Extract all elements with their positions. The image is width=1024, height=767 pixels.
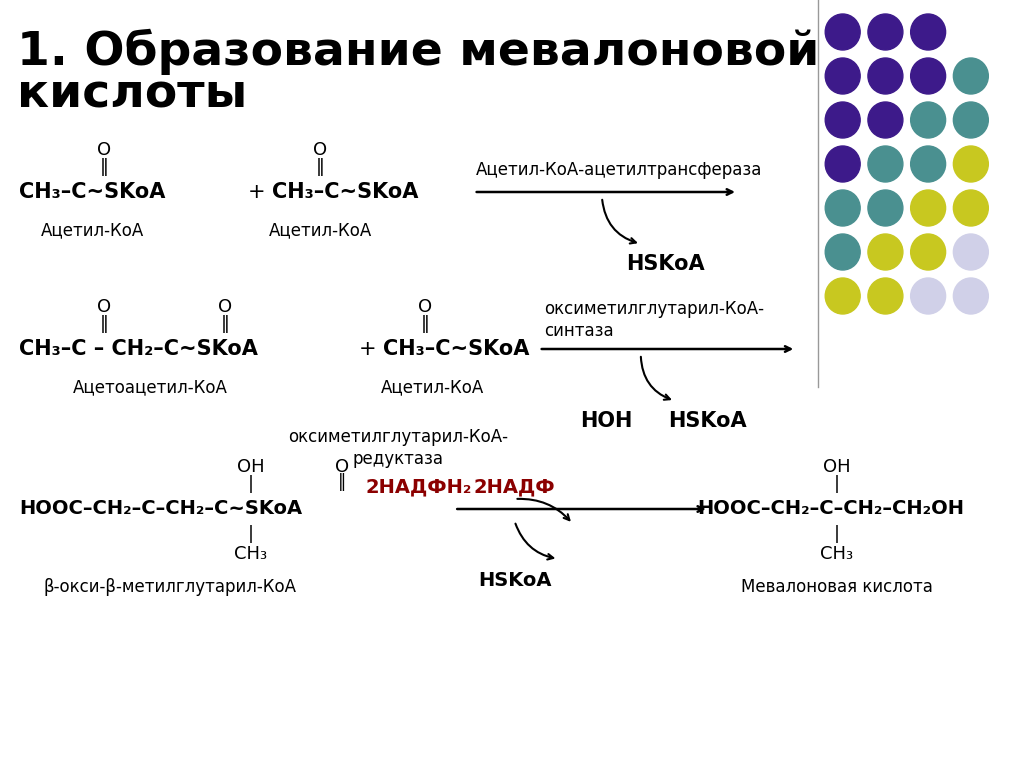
Circle shape — [825, 102, 860, 138]
Circle shape — [868, 234, 903, 270]
Text: CH₃–C – CH₂–C~SKoA: CH₃–C – CH₂–C~SKoA — [19, 339, 258, 359]
Circle shape — [910, 278, 945, 314]
Circle shape — [825, 234, 860, 270]
Text: β-окси-β-метилглутарил-КоА: β-окси-β-метилглутарил-КоА — [43, 578, 296, 596]
Circle shape — [996, 190, 1024, 226]
Text: Мевалоновая кислота: Мевалоновая кислота — [741, 578, 933, 596]
Text: ‖: ‖ — [338, 473, 346, 491]
Circle shape — [953, 102, 988, 138]
Text: Ацетил-КоА: Ацетил-КоА — [268, 221, 372, 239]
Text: ‖: ‖ — [315, 158, 325, 176]
Text: оксиметилглутарил-КоА-: оксиметилглутарил-КоА- — [544, 300, 764, 318]
Text: ‖: ‖ — [421, 315, 430, 333]
Text: HOH: HOH — [581, 411, 633, 431]
Text: OH: OH — [237, 458, 264, 476]
Text: |: | — [248, 475, 254, 493]
Text: O: O — [97, 141, 111, 159]
Circle shape — [868, 102, 903, 138]
Text: Ацетил-КоА: Ацетил-КоА — [380, 378, 483, 396]
Circle shape — [953, 146, 988, 182]
Text: ‖: ‖ — [221, 315, 229, 333]
Text: +: + — [248, 182, 265, 202]
Text: Ацетоацетил-КоА: Ацетоацетил-КоА — [73, 378, 228, 396]
Text: |: | — [834, 525, 840, 543]
Text: O: O — [418, 298, 432, 316]
Circle shape — [825, 278, 860, 314]
Text: HSKoA: HSKoA — [627, 254, 705, 274]
Circle shape — [868, 58, 903, 94]
Text: O: O — [335, 458, 349, 476]
Text: CH₃–C~SKoA: CH₃–C~SKoA — [271, 182, 418, 202]
Text: O: O — [218, 298, 232, 316]
Circle shape — [868, 146, 903, 182]
Text: HOOC–CH₂–C–CH₂–C~SKoA: HOOC–CH₂–C–CH₂–C~SKoA — [19, 499, 302, 518]
Text: 2НАДФ: 2НАДФ — [474, 478, 555, 496]
Circle shape — [910, 58, 945, 94]
Text: 2НАДФН₂: 2НАДФН₂ — [365, 478, 471, 496]
Text: Ацетил-КоА: Ацетил-КоА — [41, 221, 143, 239]
Text: ‖: ‖ — [99, 158, 109, 176]
Circle shape — [910, 234, 945, 270]
Text: |: | — [248, 525, 254, 543]
Text: ‖: ‖ — [99, 315, 109, 333]
Circle shape — [996, 102, 1024, 138]
Text: 1. Образование мевалоновой: 1. Образование мевалоновой — [17, 29, 820, 75]
Circle shape — [825, 146, 860, 182]
Circle shape — [910, 190, 945, 226]
Circle shape — [868, 14, 903, 50]
Text: CH₃: CH₃ — [233, 545, 267, 563]
Circle shape — [910, 102, 945, 138]
Text: Ацетил-КоА-ацетилтрансфераза: Ацетил-КоА-ацетилтрансфераза — [476, 161, 762, 179]
Circle shape — [910, 146, 945, 182]
Circle shape — [868, 278, 903, 314]
Text: кислоты: кислоты — [17, 72, 248, 117]
Text: O: O — [97, 298, 111, 316]
Text: синтаза: синтаза — [544, 322, 613, 340]
Circle shape — [910, 14, 945, 50]
Circle shape — [825, 14, 860, 50]
Text: CH₃: CH₃ — [820, 545, 853, 563]
Text: редуктаза: редуктаза — [352, 450, 443, 468]
Text: OH: OH — [823, 458, 851, 476]
Circle shape — [953, 190, 988, 226]
Text: +: + — [359, 339, 377, 359]
Text: |: | — [834, 475, 840, 493]
Circle shape — [825, 58, 860, 94]
Circle shape — [953, 278, 988, 314]
Text: O: O — [313, 141, 328, 159]
Text: HSKoA: HSKoA — [668, 411, 746, 431]
Text: HSKoA: HSKoA — [478, 571, 551, 591]
Text: оксиметилглутарил-КоА-: оксиметилглутарил-КоА- — [288, 428, 508, 446]
Circle shape — [825, 190, 860, 226]
Text: CH₃–C~SKoA: CH₃–C~SKoA — [19, 182, 166, 202]
Text: HOOC–CH₂–C–CH₂–CH₂OH: HOOC–CH₂–C–CH₂–CH₂OH — [697, 499, 964, 518]
Circle shape — [953, 234, 988, 270]
Text: CH₃–C~SKoA: CH₃–C~SKoA — [383, 339, 529, 359]
Circle shape — [868, 190, 903, 226]
Circle shape — [953, 58, 988, 94]
